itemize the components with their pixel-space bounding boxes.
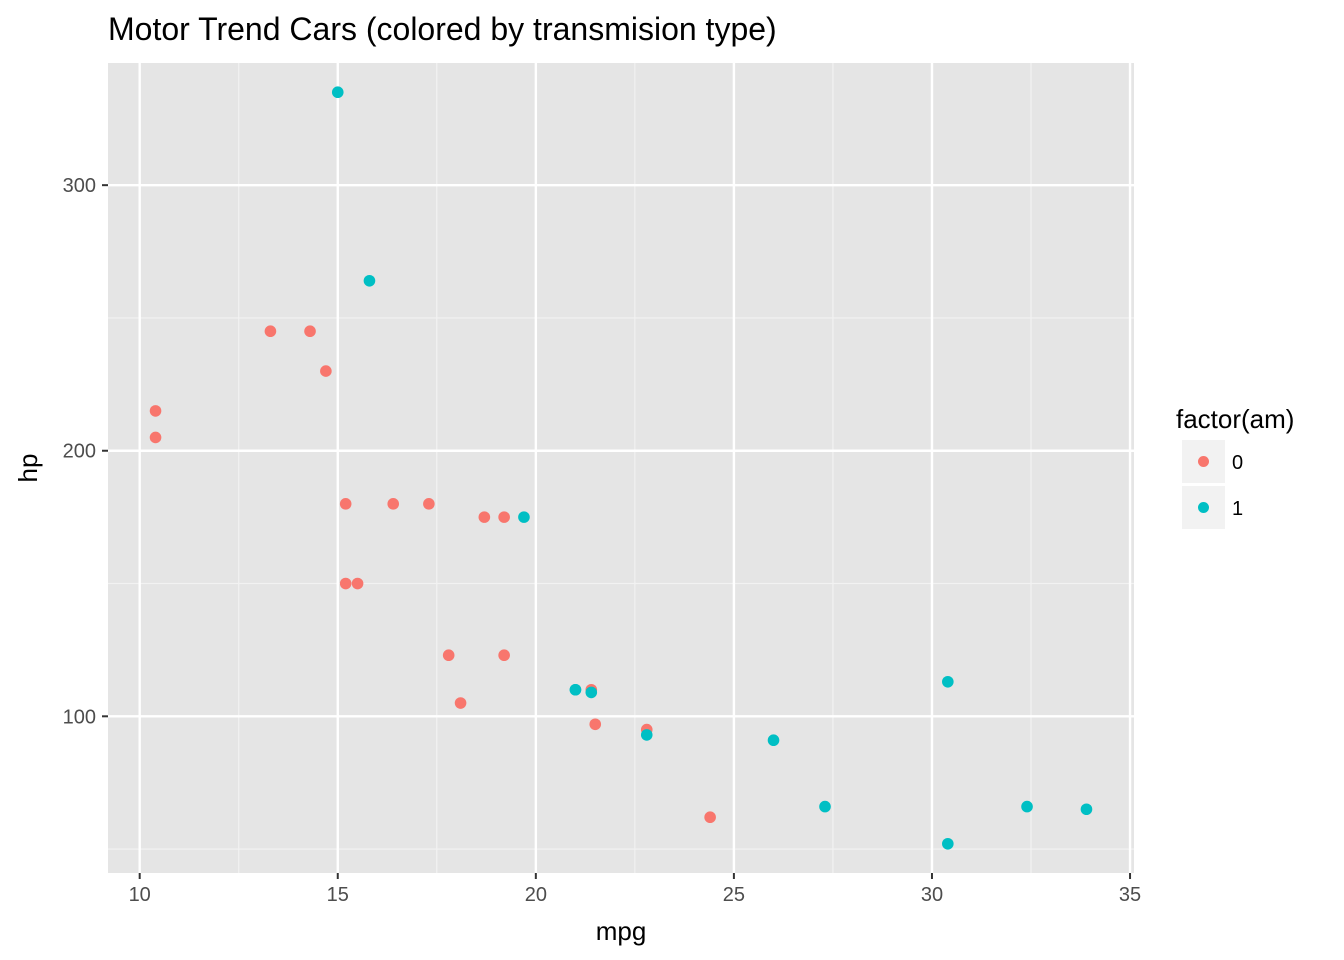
data-point-am-1 xyxy=(569,683,582,696)
x-tick-label: 10 xyxy=(129,884,151,906)
y-tick-label: 200 xyxy=(63,441,96,463)
data-points xyxy=(149,86,1093,850)
data-point-am-1 xyxy=(1080,803,1093,816)
data-point-am-0 xyxy=(454,697,467,709)
data-point-am-0 xyxy=(149,405,162,417)
data-point-am-0 xyxy=(149,431,162,444)
legend-swatch-1 xyxy=(1198,502,1209,513)
minor-gridlines xyxy=(108,63,1134,873)
data-point-am-0 xyxy=(423,498,435,510)
data-point-am-1 xyxy=(942,837,954,850)
data-point-am-1 xyxy=(640,729,653,741)
data-point-am-1 xyxy=(331,86,344,99)
data-point-am-0 xyxy=(498,511,510,523)
y-axis-ticks: 100 200 300 xyxy=(63,175,108,728)
data-point-am-0 xyxy=(442,649,455,662)
data-point-am-1 xyxy=(819,800,831,813)
data-point-am-0 xyxy=(264,325,277,338)
data-point-am-0 xyxy=(498,649,510,662)
data-point-am-0 xyxy=(704,811,716,824)
data-point-am-1 xyxy=(518,511,530,523)
y-axis-title: hp xyxy=(13,454,43,483)
y-tick-label: 100 xyxy=(63,706,96,728)
x-tick-label: 15 xyxy=(327,884,349,906)
data-point-am-1 xyxy=(1021,800,1033,813)
y-tick-label: 300 xyxy=(63,175,96,197)
legend-title: factor(am) xyxy=(1176,404,1294,434)
legend-swatch-0 xyxy=(1198,456,1209,467)
x-axis-ticks: 10 15 20 25 30 35 xyxy=(129,873,1141,906)
data-point-am-0 xyxy=(339,577,352,590)
chart-title: Motor Trend Cars (colored by transmision… xyxy=(108,11,777,47)
data-point-am-0 xyxy=(478,511,491,523)
data-point-am-0 xyxy=(339,498,352,510)
x-tick-label: 35 xyxy=(1119,884,1141,906)
data-point-am-1 xyxy=(585,686,598,699)
plot-panel xyxy=(108,63,1134,873)
x-tick-label: 25 xyxy=(723,884,745,906)
x-axis-title: mpg xyxy=(596,916,647,946)
data-point-am-0 xyxy=(320,365,332,377)
major-gridlines xyxy=(108,63,1134,873)
legend-label-0: 0 xyxy=(1232,452,1243,474)
data-point-am-0 xyxy=(351,577,364,590)
legend-label-1: 1 xyxy=(1232,498,1243,520)
data-point-am-1 xyxy=(942,675,954,688)
data-point-am-1 xyxy=(767,734,780,747)
x-tick-label: 20 xyxy=(525,884,547,906)
data-point-am-1 xyxy=(363,274,376,287)
x-tick-label: 30 xyxy=(921,884,943,906)
data-point-am-0 xyxy=(304,325,316,338)
data-point-am-0 xyxy=(387,498,400,510)
legend: factor(am) 0 1 xyxy=(1176,404,1294,529)
data-point-am-0 xyxy=(589,718,602,731)
